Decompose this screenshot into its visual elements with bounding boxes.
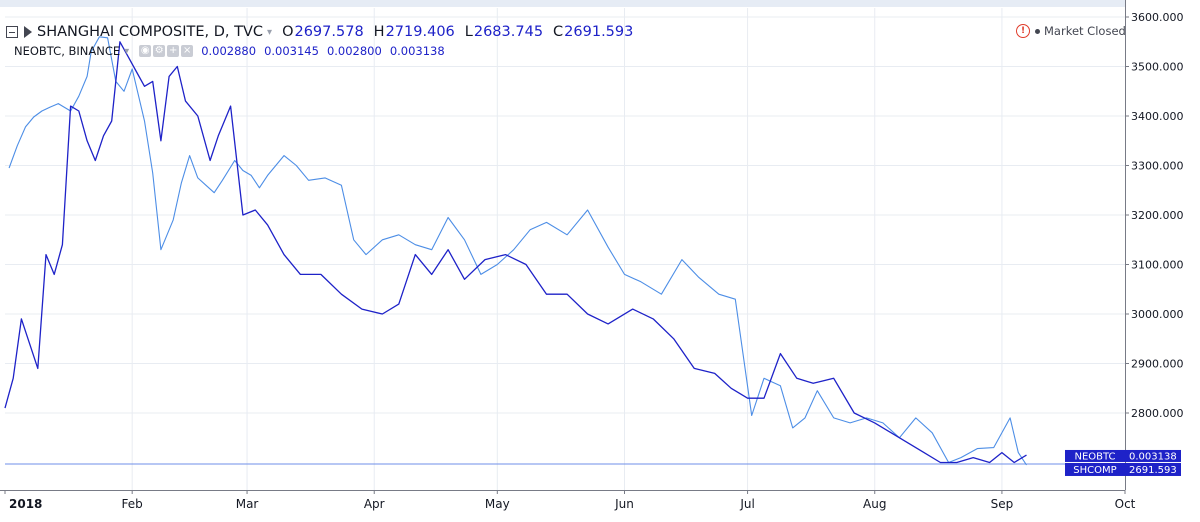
close-icon[interactable]: × <box>181 45 194 57</box>
second-symbol-label[interactable]: NEOBTC, BINANCE <box>14 44 121 58</box>
add-icon[interactable]: + <box>167 45 180 57</box>
price-axis[interactable]: 3600.000 3500.000 3400.000 3300.000 3200.000… <box>1125 11 1184 420</box>
chart-grid <box>5 8 1125 490</box>
x-tick-label: Apr <box>364 497 385 511</box>
shcomp-value-label: 2691.593 <box>1129 465 1177 476</box>
shcomp-name-label: SHCOMP <box>1073 465 1116 476</box>
flag-icon[interactable] <box>24 26 32 38</box>
second-open-value: 0.002880 <box>201 44 257 58</box>
visibility-icon[interactable]: ◉ <box>139 45 152 57</box>
time-axis[interactable]: 2018 Feb Mar Apr May Jun Jul Aug Sep Oct <box>4 490 1136 511</box>
y-tick-label: 3500.000 <box>1131 61 1184 74</box>
ohlc-open-key: O <box>282 24 294 40</box>
ohlc-low-value: 2683.745 <box>473 24 544 40</box>
second-legend: NEOBTC, BINANCE ▾ ◉ ⚙ + × 0.002880 0.003… <box>14 42 445 60</box>
y-tick-label: 3100.000 <box>1131 259 1184 272</box>
x-tick-label: Sep <box>991 497 1014 511</box>
chart-series <box>4 36 1125 466</box>
chevron-down-icon[interactable]: ▾ <box>267 26 273 38</box>
main-symbol-label[interactable]: SHANGHAI COMPOSITE, D, TVC <box>37 24 264 40</box>
neobtc-value-label: 0.003138 <box>1129 451 1177 462</box>
y-tick-label: 2900.000 <box>1131 358 1184 371</box>
neobtc-value-badge <box>1125 449 1181 462</box>
market-status-label: Market Closed <box>1044 24 1126 38</box>
chart-axes <box>0 0 1126 491</box>
neobtc-name-label: NEOBTC <box>1074 451 1115 462</box>
settings-icon[interactable]: ⚙ <box>153 45 166 57</box>
series-line-shcomp <box>8 36 1027 466</box>
second-low-value: 0.002800 <box>326 44 382 58</box>
y-tick-label: 2800.000 <box>1131 407 1184 420</box>
ohlc-close-key: C <box>553 24 564 40</box>
y-tick-label: 3400.000 <box>1131 110 1184 123</box>
x-tick-label: Oct <box>1115 497 1136 511</box>
shcomp-name-badge <box>1065 462 1125 476</box>
y-tick-label: 3300.000 <box>1131 160 1184 173</box>
x-tick-label: Jul <box>739 497 754 511</box>
ohlc-open-value: 2697.578 <box>294 24 364 40</box>
shcomp-value-badge <box>1125 462 1181 476</box>
y-tick-label: 3600.000 <box>1131 11 1184 24</box>
ohlc-low-key: L <box>464 24 473 40</box>
x-tick-label: Jun <box>614 497 634 511</box>
y-tick-label: 3000.000 <box>1131 308 1184 321</box>
main-legend: SHANGHAI COMPOSITE, D, TVC ▾ O 2697.578 H… <box>6 22 633 42</box>
x-tick-label: Mar <box>236 497 259 511</box>
neobtc-name-badge <box>1065 449 1125 462</box>
ohlc-close-value: 2691.593 <box>564 24 634 40</box>
series-line-neobtc <box>4 41 1027 464</box>
x-tick-label: 2018 <box>9 497 42 511</box>
y-tick-label: 3200.000 <box>1131 209 1184 222</box>
status-dot-icon <box>1035 28 1040 34</box>
x-tick-label: Feb <box>122 497 143 511</box>
second-high-value: 0.003145 <box>264 44 319 58</box>
alert-icon[interactable]: ! <box>1016 24 1030 38</box>
x-tick-label: May <box>485 497 510 511</box>
chart-top-band <box>0 0 1125 7</box>
market-status: ! Market Closed <box>1016 22 1126 40</box>
price-labels: NEOBTC 0.003138 SHCOMP 2691.593 <box>1065 449 1181 476</box>
collapse-icon[interactable] <box>6 26 18 38</box>
ohlc-high-key: H <box>373 24 385 40</box>
chevron-down-icon[interactable]: ▾ <box>124 45 130 57</box>
second-close-value: 0.003138 <box>389 44 445 58</box>
x-tick-label: Aug <box>863 497 886 511</box>
ohlc-high-value: 2719.406 <box>385 24 455 40</box>
